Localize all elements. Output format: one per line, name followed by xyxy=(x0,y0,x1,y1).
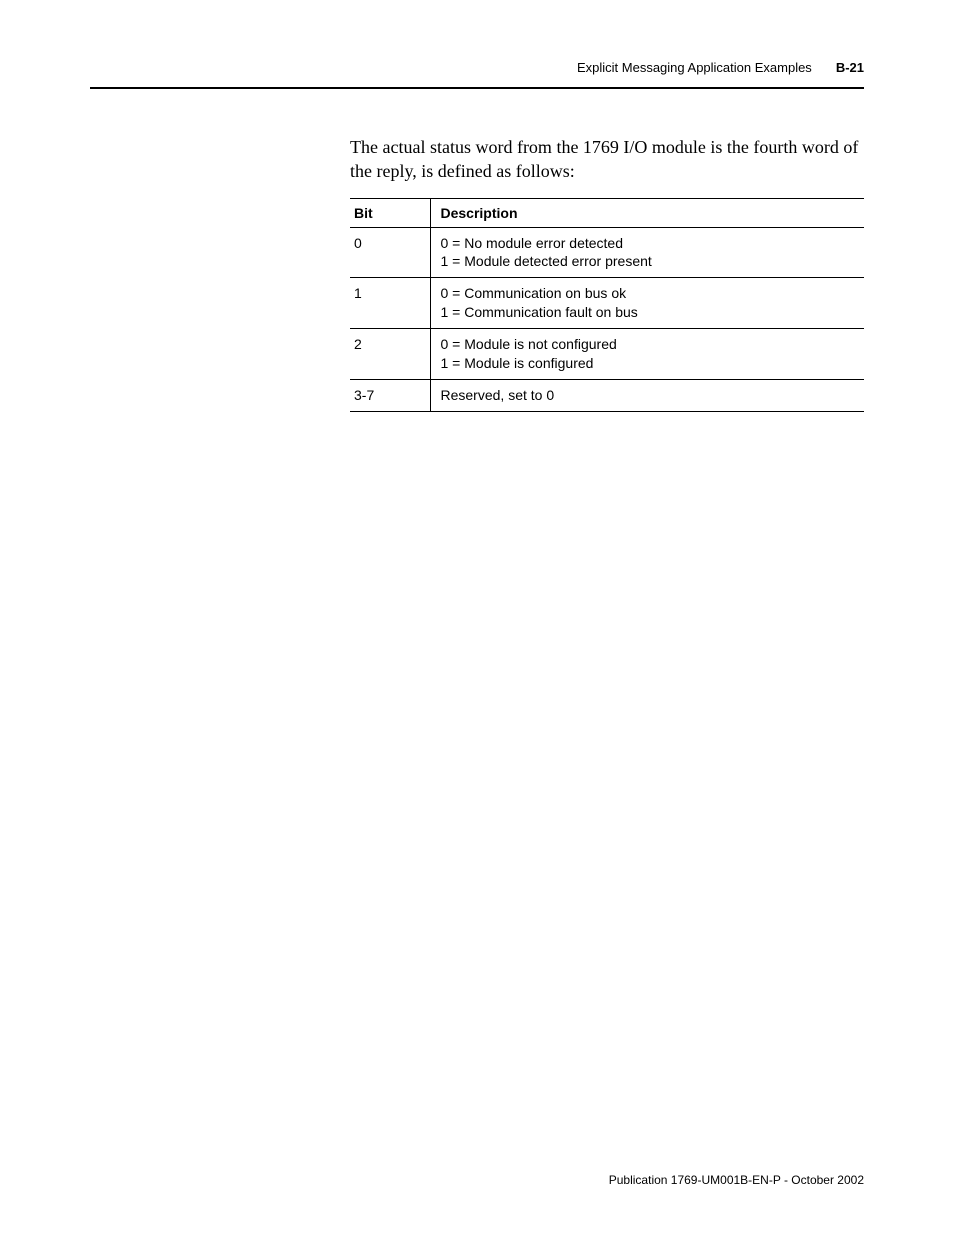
main-content: The actual status word from the 1769 I/O… xyxy=(350,135,864,412)
desc-line: 0 = No module error detected xyxy=(441,235,624,251)
status-word-table: Bit Description 0 0 = No module error de… xyxy=(350,198,864,412)
footer-publication: Publication 1769-UM001B-EN-P - October 2… xyxy=(609,1173,864,1187)
cell-bit: 1 xyxy=(350,278,430,329)
cell-bit: 0 xyxy=(350,227,430,278)
desc-line: 1 = Module detected error present xyxy=(441,253,652,269)
header-rule xyxy=(90,87,864,89)
cell-description: 0 = Communication on bus ok 1 = Communic… xyxy=(430,278,864,329)
table-row: 3-7 Reserved, set to 0 xyxy=(350,379,864,411)
header-page-number: B-21 xyxy=(836,60,864,75)
desc-line: 0 = Module is not configured xyxy=(441,336,617,352)
table-row: 2 0 = Module is not configured 1 = Modul… xyxy=(350,329,864,380)
desc-line: Reserved, set to 0 xyxy=(441,387,555,403)
cell-description: 0 = Module is not configured 1 = Module … xyxy=(430,329,864,380)
intro-paragraph: The actual status word from the 1769 I/O… xyxy=(350,135,864,184)
page: Explicit Messaging Application Examples … xyxy=(0,0,954,1235)
desc-line: 1 = Communication fault on bus xyxy=(441,304,638,320)
running-header: Explicit Messaging Application Examples … xyxy=(90,60,864,75)
cell-bit: 2 xyxy=(350,329,430,380)
col-header-description: Description xyxy=(430,198,864,227)
table-row: 1 0 = Communication on bus ok 1 = Commun… xyxy=(350,278,864,329)
cell-description: 0 = No module error detected 1 = Module … xyxy=(430,227,864,278)
col-header-bit: Bit xyxy=(350,198,430,227)
cell-description: Reserved, set to 0 xyxy=(430,379,864,411)
cell-bit: 3-7 xyxy=(350,379,430,411)
desc-line: 0 = Communication on bus ok xyxy=(441,285,627,301)
table-header-row: Bit Description xyxy=(350,198,864,227)
header-section-title: Explicit Messaging Application Examples xyxy=(577,60,812,75)
table-row: 0 0 = No module error detected 1 = Modul… xyxy=(350,227,864,278)
desc-line: 1 = Module is configured xyxy=(441,355,594,371)
